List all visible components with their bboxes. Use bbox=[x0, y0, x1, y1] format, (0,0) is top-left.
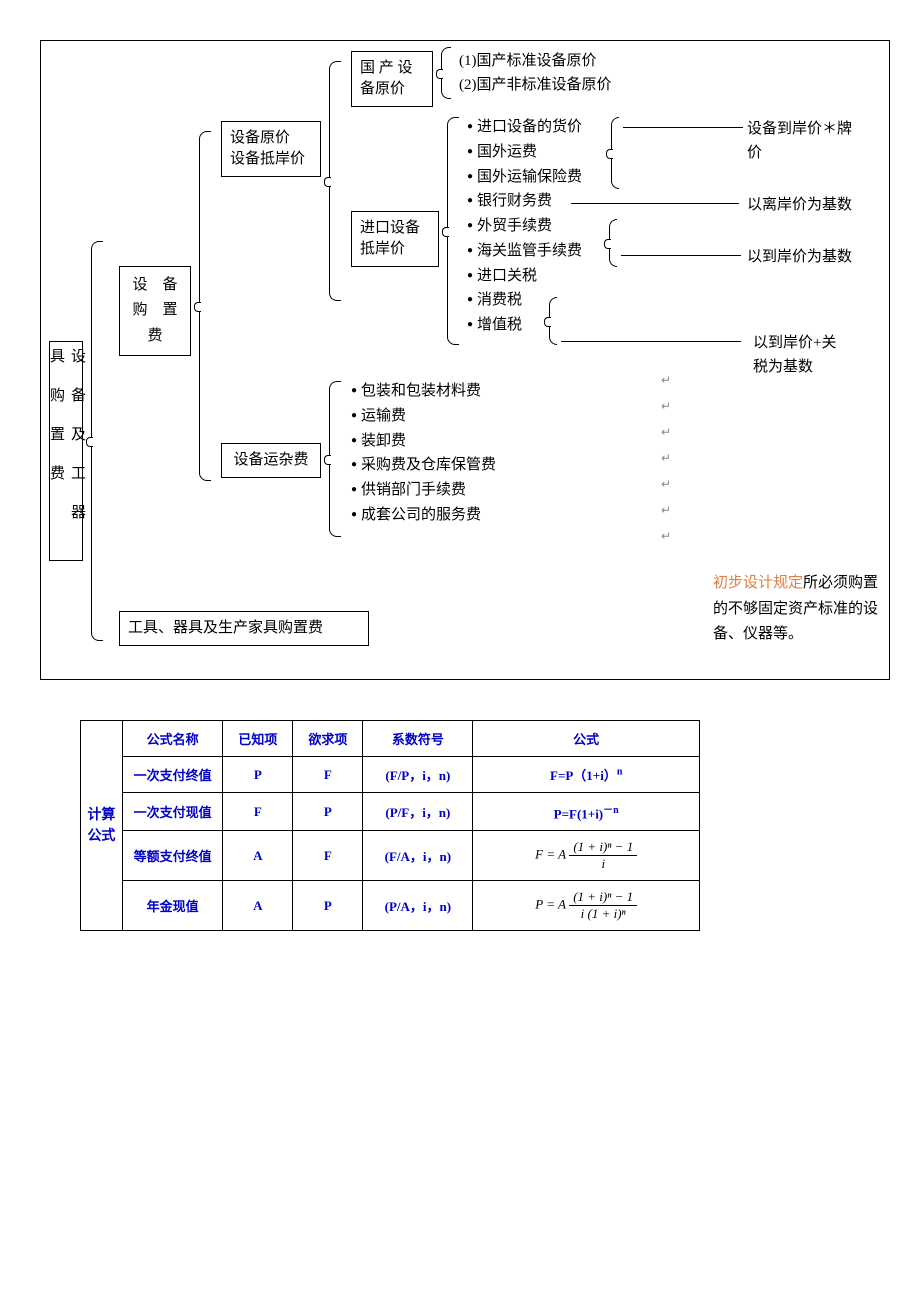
note2: 以离岸价为基数 bbox=[747, 193, 852, 217]
rtn-mark: ↵ bbox=[661, 477, 671, 492]
rtn-mark: ↵ bbox=[661, 451, 671, 466]
imp-b5: 海关监管手续费 bbox=[467, 239, 582, 264]
rtn-mark: ↵ bbox=[661, 373, 671, 388]
node-tools: 工具、器具及生产家具购置费 bbox=[119, 611, 369, 646]
fr-b3: 采购费及仓库保管费 bbox=[351, 453, 496, 478]
formula-cell: P=F(1+i)－n bbox=[473, 793, 699, 831]
th-2: 欲求项 bbox=[293, 721, 363, 757]
lbl-imp2: 抵岸价 bbox=[360, 239, 430, 260]
brace-b1 bbox=[199, 131, 211, 481]
lbl-dom2: 备原价 bbox=[360, 79, 424, 100]
formula-cell: F = A (1 + i)ⁿ − 1 i bbox=[473, 831, 699, 881]
line-n1 bbox=[623, 127, 743, 128]
brace-dom bbox=[441, 47, 451, 99]
line-n2 bbox=[571, 203, 739, 204]
lbl-b1-1: 设 备 bbox=[132, 273, 177, 299]
rtn-mark: ↵ bbox=[661, 399, 671, 414]
rtn-mark: ↵ bbox=[661, 529, 671, 544]
rtn-mark: ↵ bbox=[661, 425, 671, 440]
brace-imp bbox=[447, 117, 459, 345]
node-domestic: 国 产 设 备原价 bbox=[351, 51, 433, 107]
fr-b0: 包装和包装材料费 bbox=[351, 379, 496, 404]
import-bullets: 进口设备的货价 国外运费 国外运输保险费 银行财务费 外贸手续费 海关监管手续费… bbox=[467, 115, 582, 338]
rtn-mark: ↵ bbox=[661, 503, 671, 518]
brace-note4 bbox=[549, 297, 557, 345]
root-label: 设 备 及 工 器 具 购 置 费 bbox=[45, 348, 87, 554]
table-row: 年金现值 A P (P/A，i，n) P = A (1 + i)ⁿ − 1 i … bbox=[123, 881, 699, 931]
lbl-s1a: 设备原价 bbox=[230, 128, 312, 149]
lbl-b1-2: 购 置 bbox=[132, 298, 177, 324]
th-0: 公式名称 bbox=[123, 721, 223, 757]
imp-b3: 银行财务费 bbox=[467, 189, 582, 214]
formula-cell: P = A (1 + i)ⁿ − 1 i (1 + i)ⁿ bbox=[473, 881, 699, 931]
lbl-imp1: 进口设备 bbox=[360, 218, 430, 239]
imp-b7: 消费税 bbox=[467, 288, 582, 313]
node-equip-purchase: 设 备 购 置 费 bbox=[119, 266, 191, 356]
table-header-row: 公式名称 已知项 欲求项 系数符号 公式 bbox=[123, 721, 699, 757]
freight-bullets: 包装和包装材料费 运输费 装卸费 采购费及仓库保管费 供销部门手续费 成套公司的… bbox=[351, 379, 496, 528]
fr-b4: 供销部门手续费 bbox=[351, 478, 496, 503]
lbl-dom1: 国 产 设 bbox=[360, 58, 424, 79]
th-4: 公式 bbox=[473, 721, 699, 757]
root-node: 设 备 及 工 器 具 购 置 费 bbox=[49, 341, 83, 561]
imp-b0: 进口设备的货价 bbox=[467, 115, 582, 140]
imp-b1: 国外运费 bbox=[467, 140, 582, 165]
table-row: 一次支付现值 F P (P/F，i，n) P=F(1+i)－n bbox=[123, 793, 699, 831]
th-3: 系数符号 bbox=[363, 721, 473, 757]
imp-b8: 增值税 bbox=[467, 313, 582, 338]
dom-item-1: (2)国产非标准设备原价 bbox=[459, 73, 612, 97]
table-side-label: 计算 公式 bbox=[81, 721, 123, 930]
line-n3 bbox=[621, 255, 741, 256]
line-n4 bbox=[561, 341, 741, 342]
fr-b5: 成套公司的服务费 bbox=[351, 503, 496, 528]
brace-note1 bbox=[611, 117, 619, 189]
brace-s1 bbox=[329, 61, 341, 301]
fr-b1: 运输费 bbox=[351, 404, 496, 429]
tools-note: 初步设计规定所必须购置的不够固定资产标准的设备、仪器等。 bbox=[713, 571, 883, 648]
note1: 设备到岸价＊牌 价 bbox=[747, 117, 887, 165]
brace-note3 bbox=[609, 219, 617, 267]
imp-b6: 进口关税 bbox=[467, 264, 582, 289]
lbl-b1-3: 费 bbox=[147, 324, 162, 350]
dom-item-0: (1)国产标准设备原价 bbox=[459, 49, 612, 73]
formula-cell: F=P（1+i）n bbox=[473, 757, 699, 793]
brace-root bbox=[91, 241, 103, 641]
domestic-items: (1)国产标准设备原价 (2)国产非标准设备原价 bbox=[459, 49, 612, 97]
node-freight: 设备运杂费 bbox=[221, 443, 321, 478]
note3: 以到岸价为基数 bbox=[747, 245, 852, 269]
th-1: 已知项 bbox=[223, 721, 293, 757]
imp-b2: 国外运输保险费 bbox=[467, 165, 582, 190]
imp-b4: 外贸手续费 bbox=[467, 214, 582, 239]
brace-freight bbox=[329, 381, 341, 537]
formula-table: 公式名称 已知项 欲求项 系数符号 公式 一次支付终值 P F (F/P，i，n… bbox=[123, 721, 699, 930]
node-original-price: 设备原价 设备抵岸价 bbox=[221, 121, 321, 177]
lbl-freight: 设备运杂费 bbox=[233, 452, 308, 468]
lbl-tools: 工具、器具及生产家具购置费 bbox=[128, 620, 323, 636]
note4: 以到岸价+关 税为基数 bbox=[753, 331, 883, 379]
table-row: 等额支付终值 A F (F/A，i，n) F = A (1 + i)ⁿ − 1 … bbox=[123, 831, 699, 881]
equipment-cost-diagram: 设 备 及 工 器 具 购 置 费 设 备 购 置 费 设备原价 设备抵岸价 国… bbox=[40, 40, 890, 680]
table-row: 一次支付终值 P F (F/P，i，n) F=P（1+i）n bbox=[123, 757, 699, 793]
formula-table-wrap: 计算 公式 公式名称 已知项 欲求项 系数符号 公式 一次支付终值 P F (F… bbox=[80, 720, 700, 931]
node-import: 进口设备 抵岸价 bbox=[351, 211, 439, 267]
lbl-s1b: 设备抵岸价 bbox=[230, 149, 312, 170]
tools-note-pre: 初步设计规定 bbox=[713, 575, 803, 591]
fr-b2: 装卸费 bbox=[351, 429, 496, 454]
